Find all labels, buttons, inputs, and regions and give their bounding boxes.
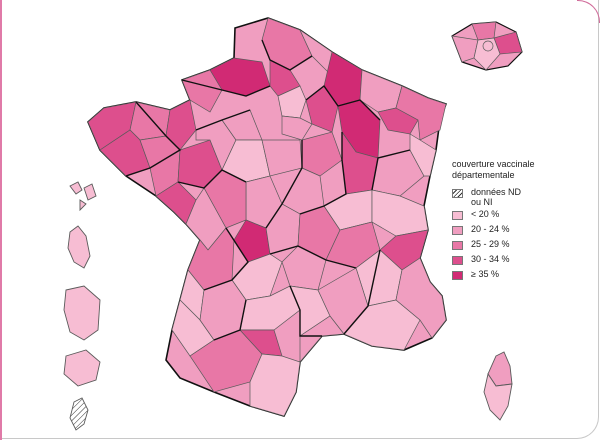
- dept-normandy-3: [181, 69, 223, 113]
- legend-item-gte35: ≥ 35 %: [452, 269, 592, 284]
- departements: [87, 17, 447, 417]
- idf-inset-d: [473, 37, 501, 71]
- legend-label-lt20: < 20 %: [471, 209, 500, 219]
- dept-lorraine-2: [377, 107, 419, 135]
- guyane: [63, 285, 101, 341]
- legend-label-20-24: 20 - 24 %: [471, 224, 510, 234]
- dept-languedoc-2: [299, 315, 345, 363]
- legend-title-line2: départementale: [452, 170, 515, 180]
- legend-swatch-hatch: [452, 189, 463, 198]
- legend-swatch-gte35: [452, 271, 463, 280]
- legend-label-nd-line2: ou NI: [471, 197, 493, 207]
- paris-center: [482, 40, 494, 52]
- legend-item-30-34: 30 - 34 %: [452, 254, 592, 269]
- legend-swatch-lt20: [452, 211, 463, 220]
- reunion: [63, 349, 101, 387]
- legend-item-nd: données ND ou NI: [452, 187, 592, 209]
- legend-swatch-20-24: [452, 226, 463, 235]
- legend-label-30-34: 30 - 34 %: [471, 254, 510, 264]
- legend-title-line1: couverture vaccinale: [452, 159, 535, 169]
- overseas: [63, 181, 101, 431]
- legend-label-gte35: ≥ 35 %: [471, 269, 499, 279]
- legend-swatch-30-34: [452, 256, 463, 265]
- paris-inset: [451, 21, 523, 71]
- dept-brittany-4: [165, 99, 197, 151]
- legend-swatch-25-29: [452, 241, 463, 250]
- dept-alsace: [395, 85, 447, 141]
- legend-item-lt20: < 20 %: [452, 209, 592, 224]
- region-borders: [125, 39, 411, 341]
- frame-accent-left: [0, 0, 2, 440]
- dept-paca-4: [395, 257, 447, 339]
- legend-title: couverture vaccinale départementale: [452, 159, 592, 181]
- corsica: [483, 351, 513, 421]
- map-legend: couverture vaccinale départementale donn…: [452, 159, 592, 284]
- legend-label-nd-line1: données ND: [471, 187, 522, 197]
- dept-languedoc-3: [249, 353, 301, 417]
- legend-label-25-29: 25 - 29 %: [471, 239, 510, 249]
- martinique: [67, 225, 91, 269]
- corsica-south: [483, 372, 513, 421]
- mayotte: [69, 397, 89, 431]
- legend-item-20-24: 20 - 24 %: [452, 224, 592, 239]
- guadeloupe: [69, 181, 97, 212]
- dept-idf-2: [281, 115, 313, 141]
- dept-idf-1: [277, 85, 307, 119]
- legend-item-25-29: 25 - 29 %: [452, 239, 592, 254]
